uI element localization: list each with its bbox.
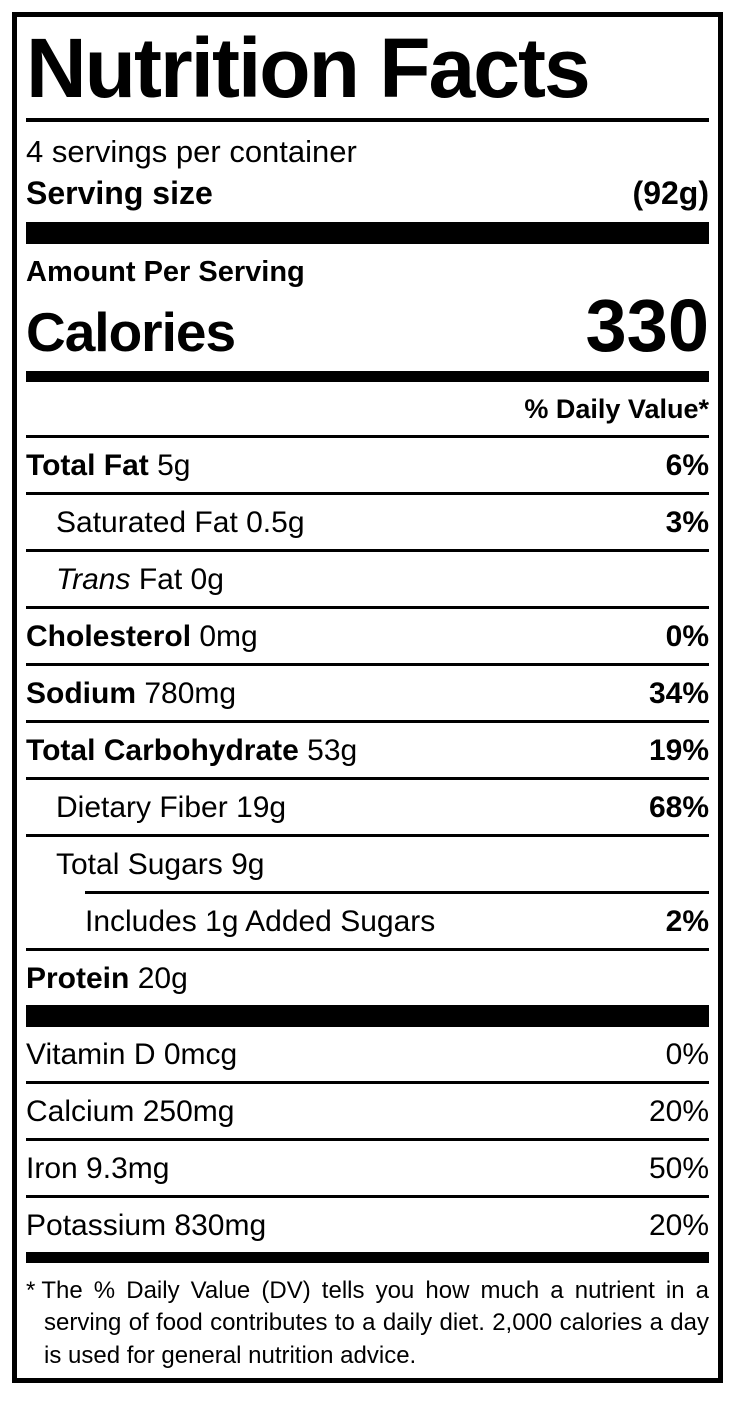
nutrient-amount: 0mg xyxy=(199,620,258,654)
nutrient-row-added-sugars: Includes 1g Added Sugars 2% xyxy=(85,891,709,948)
vitamin-name-amount: Potassium 830mg xyxy=(26,1209,266,1242)
nutrient-name-amount: Saturated Fat 0.5g xyxy=(26,506,305,539)
calories-value: 330 xyxy=(585,283,709,367)
nutrient-row-saturated-fat: Saturated Fat 0.5g 3% xyxy=(26,492,709,549)
nutrient-amount: 53g xyxy=(307,734,358,768)
separator-bar-thick-bottom xyxy=(26,1005,709,1028)
servings-per-container: 4 servings per container xyxy=(26,134,357,170)
nutrition-facts-label: Nutrition Facts 4 servings per container… xyxy=(12,12,723,1383)
nutrient-dv: 0% xyxy=(665,620,709,654)
nutrient-row-trans-fat: Trans Fat 0g xyxy=(26,549,709,606)
nutrient-name-amount: Total Sugars 9g xyxy=(26,848,264,881)
nutrient-name-amount: Cholesterol 0mg xyxy=(26,620,258,653)
footnote-marker: * xyxy=(26,1277,36,1305)
nutrient-name-amount: Dietary Fiber 19g xyxy=(26,791,286,824)
vitamin-amount: 250mg xyxy=(142,1095,235,1129)
vitamin-row-iron: Iron 9.3mg 50% xyxy=(26,1138,709,1195)
daily-value-header: % Daily Value* xyxy=(524,394,709,425)
title-rule xyxy=(26,118,709,123)
nutrient-amount: 5g xyxy=(157,449,191,483)
nutrient-name: Dietary Fiber xyxy=(56,791,228,825)
nutrient-amount: 20g xyxy=(137,962,188,996)
nutrient-amount: 0.5g xyxy=(246,506,305,540)
nutrient-amount: 19g xyxy=(236,791,287,825)
nutrient-name-amount: Trans Fat 0g xyxy=(26,563,224,596)
nutrient-name-amount: Includes 1g Added Sugars xyxy=(85,905,435,938)
nutrient-name-amount: Total Carbohydrate 53g xyxy=(26,734,357,767)
nutrient-amount: 9g xyxy=(231,848,265,882)
vitamin-dv: 50% xyxy=(648,1152,709,1186)
separator-bar-medium-bottom xyxy=(26,1252,709,1264)
label-title: Nutrition Facts xyxy=(26,21,591,115)
nutrient-row-cholesterol: Cholesterol 0mg 0% xyxy=(26,606,709,663)
nutrient-dv: 68% xyxy=(648,791,709,825)
vitamin-name: Vitamin D xyxy=(26,1038,156,1072)
separator-bar-medium-top xyxy=(26,371,709,383)
calories-row: Calories 330 xyxy=(26,283,709,367)
vitamin-row-vitamin-d: Vitamin D 0mcg 0% xyxy=(26,1027,709,1081)
vitamin-name: Potassium xyxy=(26,1209,167,1243)
vitamin-dv: 0% xyxy=(665,1038,709,1072)
nutrient-row-protein: Protein 20g xyxy=(26,948,709,1005)
nutrient-dv: 6% xyxy=(665,449,709,483)
footnote: * The % Daily Value (DV) tells you how mu… xyxy=(26,1275,709,1372)
nutrient-name: Cholesterol xyxy=(26,620,192,654)
nutrient-row-total-sugars: Total Sugars 9g xyxy=(26,834,709,891)
nutrient-name: Total Carbohydrate xyxy=(26,734,299,768)
nutrient-name-amount: Protein 20g xyxy=(26,962,188,995)
vitamin-amount: 830mg xyxy=(174,1209,267,1243)
serving-size-label: Serving size xyxy=(26,174,213,211)
nutrient-name: Total Fat xyxy=(26,449,149,483)
vitamin-amount: 0mcg xyxy=(163,1038,238,1072)
vitamin-name: Iron xyxy=(26,1152,78,1186)
nutrient-row-total-fat: Total Fat 5g 6% xyxy=(26,435,709,492)
nutrient-row-total-carbohydrate: Total Carbohydrate 53g 19% xyxy=(26,720,709,777)
footnote-text: The % Daily Value (DV) tells you how muc… xyxy=(41,1277,709,1369)
nutrient-dv: 3% xyxy=(665,506,709,540)
nutrient-name: Includes 1g Added Sugars xyxy=(85,905,436,939)
nutrient-name: Sodium xyxy=(26,677,136,711)
vitamin-name-amount: Vitamin D 0mcg xyxy=(26,1038,237,1071)
nutrient-amount: 0g xyxy=(190,563,224,597)
vitamin-name-amount: Calcium 250mg xyxy=(26,1095,234,1128)
nutrient-dv: 34% xyxy=(648,677,709,711)
nutrient-name: Fat xyxy=(138,563,183,597)
nutrient-row-sodium: Sodium 780mg 34% xyxy=(26,663,709,720)
nutrient-name-amount: Total Fat 5g xyxy=(26,449,191,482)
vitamin-amount: 9.3mg xyxy=(86,1152,170,1186)
amount-per-serving-label: Amount Per Serving xyxy=(26,255,305,288)
nutrient-name-italic: Trans xyxy=(56,563,131,597)
serving-size-value: (92g) xyxy=(632,174,709,211)
vitamin-row-calcium: Calcium 250mg 20% xyxy=(26,1081,709,1138)
calories-label: Calories xyxy=(26,300,236,363)
serving-size-row: Serving size (92g) xyxy=(26,175,709,212)
nutrient-name: Total Sugars xyxy=(56,848,223,882)
nutrient-row-dietary-fiber: Dietary Fiber 19g 68% xyxy=(26,777,709,834)
vitamin-name-amount: Iron 9.3mg xyxy=(26,1152,169,1185)
nutrient-dv: 19% xyxy=(648,734,709,768)
nutrient-dv: 2% xyxy=(665,905,709,939)
vitamin-name: Calcium xyxy=(26,1095,135,1129)
nutrient-name: Protein xyxy=(26,962,130,996)
nutrient-name-amount: Sodium 780mg xyxy=(26,677,236,710)
nutrient-amount: 780mg xyxy=(144,677,237,711)
separator-bar-thick-top xyxy=(26,221,709,244)
vitamin-row-potassium: Potassium 830mg 20% xyxy=(26,1195,709,1252)
vitamin-dv: 20% xyxy=(648,1209,709,1243)
vitamin-dv: 20% xyxy=(648,1095,709,1129)
nutrient-name: Saturated Fat xyxy=(56,506,238,540)
